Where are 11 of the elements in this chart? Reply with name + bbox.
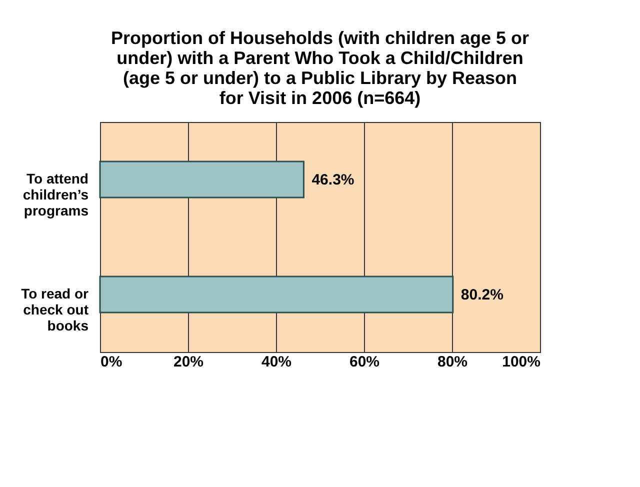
data-label: 80.2% <box>460 286 504 304</box>
x-tick-label: 0% <box>100 354 122 370</box>
x-tick-label: 80% <box>437 354 468 370</box>
x-tick-label: 20% <box>173 354 204 370</box>
x-tick-label: 60% <box>349 354 380 370</box>
y-tick-label: To read or check out books <box>21 286 90 334</box>
x-tick-label: 100% <box>502 354 540 370</box>
chart-title: Proportion of Households (with children age 5 or under) with a Parent Who Took a Child/Children (age 5 or under) to a Public Library by Reason for Visit in 2006 (n=664) <box>110 28 530 108</box>
y-tick-label: To attend children’s programs <box>22 170 89 218</box>
x-tick-label: 40% <box>261 354 292 370</box>
data-label: 46.3% <box>312 172 354 188</box>
